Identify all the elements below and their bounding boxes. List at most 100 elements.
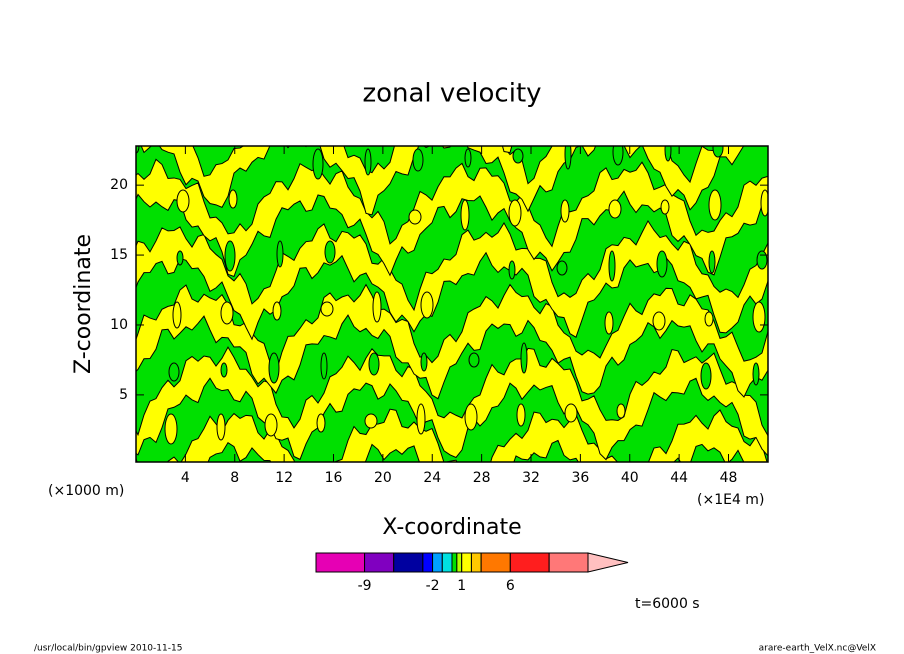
x-tick-label: 48 <box>720 470 738 486</box>
x-axis-label: X-coordinate <box>382 515 521 540</box>
colorbar-segment <box>441 552 453 573</box>
colorbar-tick-label: 1 <box>457 578 466 594</box>
field-blob <box>664 146 672 162</box>
field-blob <box>312 148 324 180</box>
field-blob <box>508 260 516 280</box>
colorbar-segment <box>422 552 434 573</box>
colorbar-segment <box>480 552 511 573</box>
field-blob <box>760 189 768 217</box>
field-blob <box>272 301 282 321</box>
field-blob <box>316 413 326 433</box>
x-tick-label: 36 <box>571 470 589 486</box>
field-blob <box>416 403 426 435</box>
field-blob <box>604 311 614 335</box>
field-blob <box>412 148 424 172</box>
field-band <box>126 0 774 90</box>
field-blob <box>176 189 190 213</box>
colorbar-tick-label: -9 <box>358 578 372 594</box>
colorbar-segment <box>509 552 550 573</box>
footer-right: arare-earth_VelX.nc@VelX <box>759 644 876 654</box>
field-blob <box>220 301 234 325</box>
y-tick-label: 20 <box>110 177 128 193</box>
field-blob <box>508 199 522 227</box>
x-tick-label: 20 <box>374 470 392 486</box>
x-tick-label: 8 <box>230 470 239 486</box>
y-tick-label: 10 <box>110 317 128 333</box>
field-blob <box>756 250 768 270</box>
field-blob <box>408 209 422 225</box>
field-blob <box>512 148 524 164</box>
field-band <box>136 219 768 341</box>
field-blob <box>320 352 328 380</box>
field-blob <box>268 352 280 384</box>
colorbar-segment <box>456 552 463 573</box>
colorbar-segment <box>364 552 395 573</box>
colorbar-tick-label: -2 <box>426 578 440 594</box>
field-blob <box>660 199 670 215</box>
colorbar-segment <box>548 552 589 573</box>
field-blob <box>364 413 378 429</box>
field-blob <box>168 362 180 382</box>
field-blob <box>656 250 668 278</box>
colorbar-segment <box>432 552 443 573</box>
field-blob <box>460 199 470 231</box>
field-blob <box>652 311 666 331</box>
contour-field <box>126 0 774 462</box>
x-unit-label: (×1E4 m) <box>697 492 764 508</box>
field-blob <box>420 352 428 372</box>
chart-title: zonal velocity <box>362 79 541 109</box>
field-blob <box>364 148 372 176</box>
field-blob <box>704 311 714 327</box>
colorbar-segment <box>393 552 424 573</box>
field-blob <box>700 362 712 390</box>
field-blob <box>752 301 766 333</box>
field-blob <box>560 199 570 223</box>
field-blob <box>420 291 434 319</box>
footer-left: /usr/local/bin/gpview 2010-11-15 <box>34 644 182 654</box>
x-tick-label: 4 <box>181 470 190 486</box>
colorbar-tick-label: 6 <box>506 578 515 594</box>
field-blob <box>264 413 278 437</box>
field-blob <box>608 250 616 282</box>
field-blob <box>712 146 724 158</box>
field-blob <box>224 240 236 272</box>
x-tick-label: 28 <box>473 470 491 486</box>
field-blob <box>564 146 572 170</box>
x-tick-label: 12 <box>275 470 293 486</box>
field-blob <box>752 362 760 386</box>
field-blob <box>708 250 716 274</box>
field-blob <box>464 403 478 431</box>
annotation: t=6000 s <box>635 596 700 612</box>
x-tick-label: 32 <box>522 470 540 486</box>
field-blob <box>276 240 284 268</box>
field-blob <box>372 291 382 323</box>
field-band <box>136 283 768 400</box>
field-blob <box>228 189 238 209</box>
x-tick-label: 40 <box>621 470 639 486</box>
colorbar-segment <box>470 552 482 573</box>
field-blob <box>320 301 334 317</box>
y-tick-label: 15 <box>110 247 128 263</box>
y-unit-label: (×1000 m) <box>48 483 124 499</box>
colorbar-extend <box>587 552 629 573</box>
field-blob <box>708 189 722 221</box>
field-blob <box>464 148 472 168</box>
field-band <box>136 158 768 278</box>
field-blob <box>616 403 626 419</box>
field-blob <box>556 260 568 276</box>
field-blob <box>176 250 184 266</box>
colorbar-segment <box>451 552 458 573</box>
field-blob <box>324 240 336 264</box>
y-tick-label: 5 <box>119 387 128 403</box>
field-blob <box>172 301 182 329</box>
field-blob <box>220 362 228 378</box>
field-blob <box>468 352 480 368</box>
field-blob <box>564 403 578 423</box>
field-blob <box>516 403 526 427</box>
field-blob <box>216 413 226 441</box>
field-blob <box>368 352 380 376</box>
x-tick-label: 44 <box>670 470 688 486</box>
y-axis-label: Z-coordinate <box>71 234 96 374</box>
field-blob <box>608 199 622 219</box>
